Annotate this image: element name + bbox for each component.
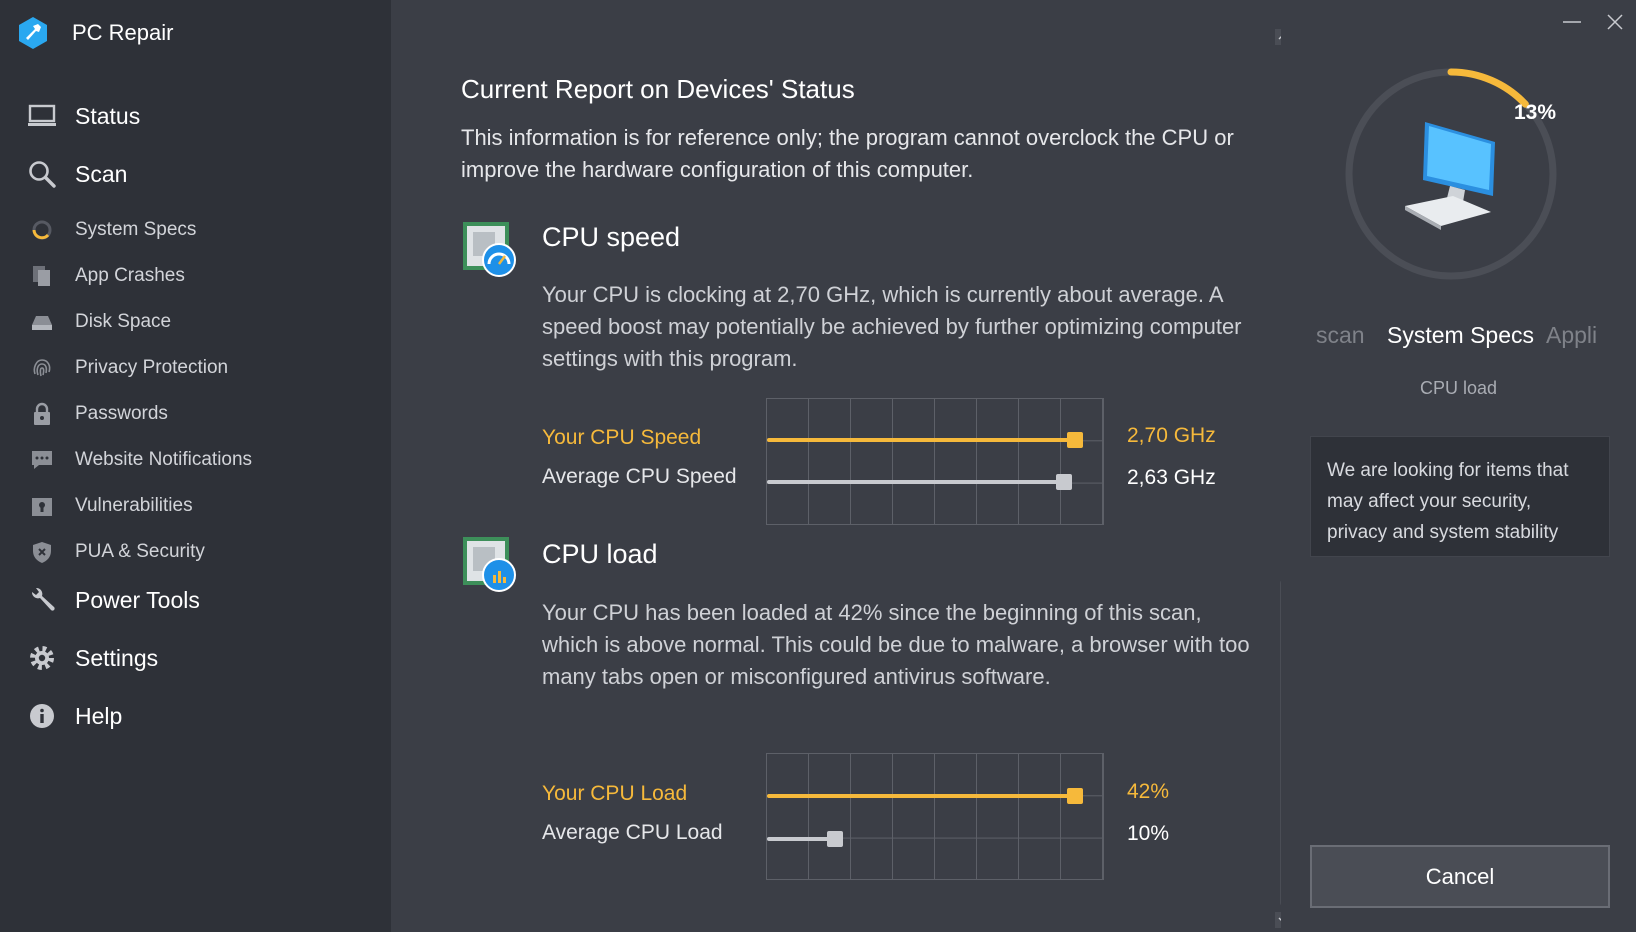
chat-icon bbox=[30, 448, 54, 472]
close-button[interactable] bbox=[1601, 8, 1629, 36]
your-cpu-load-label: Your CPU Load bbox=[542, 782, 688, 805]
your-cpu-load-bar bbox=[767, 794, 1075, 798]
average-cpu-speed-label: Average CPU Speed bbox=[542, 465, 737, 488]
close-icon bbox=[1607, 14, 1623, 30]
documents-icon bbox=[30, 264, 54, 288]
step-previous: scan bbox=[1316, 322, 1365, 348]
sidebar-item-app-crashes[interactable]: App Crashes bbox=[0, 264, 391, 288]
your-cpu-speed-value: 2,70 GHz bbox=[1127, 424, 1216, 447]
scan-sub-status: CPU load bbox=[1419, 378, 1498, 398]
cancel-button[interactable]: Cancel bbox=[1310, 845, 1610, 908]
cpu-load-icon bbox=[463, 537, 516, 592]
sidebar-item-pua-security[interactable]: PUA & Security bbox=[0, 540, 391, 564]
brand: PC Repair bbox=[16, 16, 173, 50]
average-cpu-load-value: 10% bbox=[1127, 822, 1170, 845]
disk-icon bbox=[30, 310, 54, 334]
your-cpu-load-value: 42% bbox=[1127, 780, 1170, 803]
average-cpu-load-handle bbox=[826, 831, 843, 847]
cpu-speed-description: Your CPU is clocking at 2,70 GHz, which … bbox=[542, 282, 1242, 371]
page-title: Current Report on Devices' Status bbox=[461, 74, 855, 104]
sidebar-item-help[interactable]: Help bbox=[0, 702, 391, 730]
sidebar-item-label: Status bbox=[75, 102, 141, 129]
your-cpu-speed-label: Your CPU Speed bbox=[542, 426, 702, 449]
sidebar-item-system-specs[interactable]: System Specs bbox=[0, 218, 391, 242]
your-cpu-speed-bar bbox=[767, 438, 1075, 442]
sidebar-item-settings[interactable]: Settings bbox=[0, 644, 391, 672]
computer-icon bbox=[1405, 122, 1495, 230]
your-cpu-speed-handle bbox=[1066, 432, 1083, 448]
sidebar-item-label: System Specs bbox=[75, 219, 197, 240]
cpu-speed-icon bbox=[463, 222, 516, 277]
wrench-icon bbox=[28, 586, 56, 614]
cpu-load-chart bbox=[766, 753, 1104, 880]
page-intro: This information is for reference only; … bbox=[461, 125, 1234, 182]
sidebar-item-label: Website Notifications bbox=[75, 449, 253, 470]
sidebar-item-label: Help bbox=[75, 702, 123, 729]
sidebar-item-label: Settings bbox=[75, 644, 159, 671]
main-content: Current Report on Devices' Status This i… bbox=[391, 0, 1291, 932]
sidebar-item-label: Scan bbox=[75, 160, 128, 187]
sidebar-item-label: Passwords bbox=[75, 403, 168, 424]
average-cpu-speed-handle bbox=[1056, 474, 1073, 490]
lock-icon bbox=[30, 402, 54, 426]
spinner-icon bbox=[30, 218, 54, 242]
cpu-speed-chart bbox=[766, 398, 1104, 525]
sidebar-item-scan[interactable]: Scan bbox=[0, 160, 391, 188]
average-cpu-load-label: Average CPU Load bbox=[542, 821, 723, 844]
progress-ring bbox=[1345, 68, 1557, 280]
progress-percent: 13% bbox=[1514, 101, 1557, 124]
keyhole-icon bbox=[30, 494, 54, 518]
pc-repair-logo-icon bbox=[19, 17, 47, 49]
progress-arc bbox=[1345, 68, 1557, 280]
sidebar-item-website-notifications[interactable]: Website Notifications bbox=[0, 448, 391, 472]
minimize-button[interactable] bbox=[1558, 8, 1586, 36]
cpu-speed-title: CPU speed bbox=[542, 222, 681, 252]
info-message: We are looking for items that may affect… bbox=[1310, 436, 1610, 557]
sidebar: PC Repair Status Scan bbox=[0, 0, 391, 932]
average-cpu-speed-value: 2,63 GHz bbox=[1127, 466, 1216, 489]
sidebar-item-label: Privacy Protection bbox=[75, 357, 229, 378]
sidebar-item-label: App Crashes bbox=[75, 265, 185, 286]
monitor-icon bbox=[28, 102, 56, 130]
your-cpu-load-handle bbox=[1066, 788, 1083, 804]
shield-icon bbox=[30, 540, 54, 564]
app-title: PC Repair bbox=[72, 20, 174, 45]
gear-icon bbox=[28, 644, 56, 672]
average-cpu-speed-bar bbox=[767, 480, 1065, 484]
step-current: System Specs bbox=[1387, 322, 1534, 348]
sidebar-item-status[interactable]: Status bbox=[0, 102, 391, 130]
sidebar-item-power-tools[interactable]: Power Tools bbox=[0, 586, 391, 614]
sidebar-item-disk-space[interactable]: Disk Space bbox=[0, 310, 391, 334]
minimize-icon bbox=[1563, 21, 1581, 23]
sidebar-item-label: Power Tools bbox=[75, 586, 200, 613]
average-cpu-load-bar bbox=[767, 837, 835, 841]
fingerprint-icon bbox=[30, 356, 54, 380]
sidebar-item-label: Disk Space bbox=[75, 311, 172, 332]
step-next: Appli bbox=[1546, 322, 1598, 348]
sidebar-item-label: Vulnerabilities bbox=[75, 495, 193, 516]
sidebar-item-privacy-protection[interactable]: Privacy Protection bbox=[0, 356, 391, 380]
sidebar-item-label: PUA & Security bbox=[75, 541, 205, 562]
scan-steps: scan System Specs Appli bbox=[1312, 318, 1606, 354]
magnifier-icon bbox=[28, 160, 56, 188]
cpu-load-title: CPU load bbox=[542, 539, 658, 569]
sidebar-item-passwords[interactable]: Passwords bbox=[0, 402, 391, 426]
sidebar-item-vulnerabilities[interactable]: Vulnerabilities bbox=[0, 494, 391, 518]
info-icon bbox=[28, 702, 56, 730]
cpu-load-description: Your CPU has been loaded at 42% since th… bbox=[542, 600, 1250, 689]
